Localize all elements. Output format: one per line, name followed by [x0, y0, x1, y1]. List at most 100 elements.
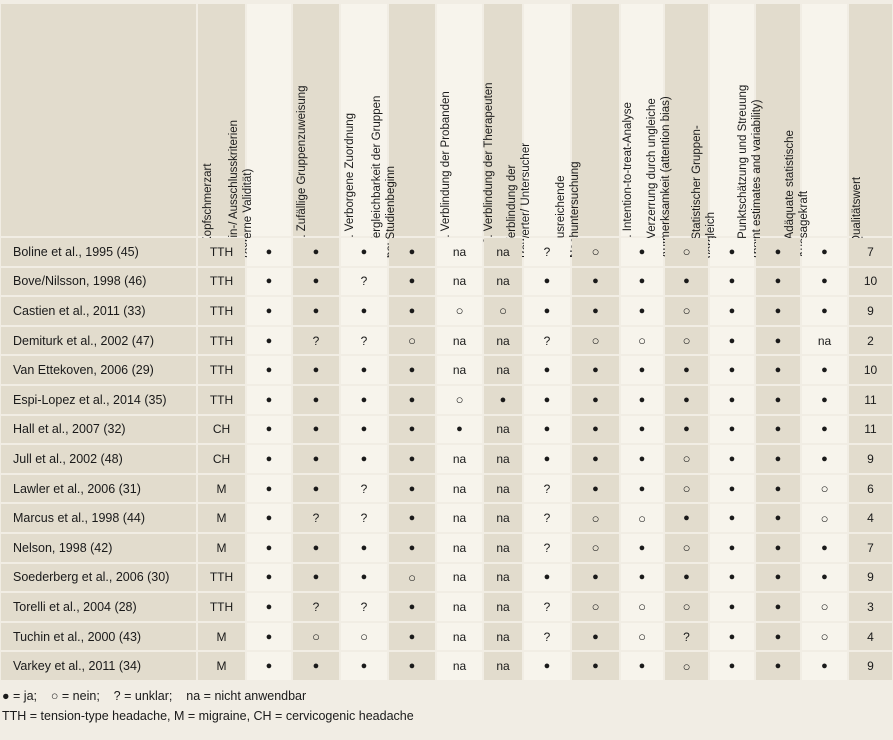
no-circle-cell: ○	[437, 386, 482, 414]
yes-dot-cell: ●	[572, 386, 619, 414]
study-name-cell: Jull et al., 2002 (48)	[1, 445, 196, 473]
unclear-cell: ?	[293, 504, 339, 532]
not-applicable-cell: na	[437, 267, 482, 296]
yes-dot-cell: ●	[293, 238, 339, 266]
yes-dot-cell: ●	[710, 445, 754, 473]
yes-dot-cell: ●	[621, 415, 663, 444]
yes-dot-cell: ●	[293, 386, 339, 414]
yes-dot-cell: ●	[621, 534, 663, 562]
unclear-cell: ?	[293, 593, 339, 621]
yes-dot-cell: ●	[756, 356, 800, 384]
column-header-label: 6. Verblindung der Therapeuten	[483, 82, 495, 244]
no-circle-cell: ○	[665, 593, 708, 621]
not-applicable-cell: na	[437, 474, 482, 503]
not-applicable-cell: na	[484, 593, 522, 621]
headache-type-cell: M	[198, 652, 245, 680]
yes-dot-cell: ●	[247, 474, 291, 503]
quality-score-cell: 9	[849, 297, 892, 325]
no-circle-cell: ○	[802, 474, 847, 503]
column-header-label: 2. Zufällige Gruppenzuweisung	[296, 85, 308, 244]
yes-dot-cell: ●	[710, 415, 754, 444]
unclear-cell: ?	[341, 593, 387, 621]
yes-dot-cell: ●	[802, 386, 847, 414]
yes-dot-cell: ●	[247, 504, 291, 532]
yes-dot-cell: ●	[524, 652, 570, 680]
study-name-cell: Hall et al., 2007 (32)	[1, 415, 196, 444]
yes-dot-cell: ●	[710, 534, 754, 562]
yes-dot-cell: ●	[572, 297, 619, 325]
quality-score-cell: 11	[849, 415, 892, 444]
yes-dot-cell: ●	[293, 445, 339, 473]
legend-symbols: ● = ja; ○ = nein; ? = unklar; na = nicht…	[2, 689, 307, 703]
headache-type-cell: M	[198, 504, 245, 532]
study-name-cell: Demiturk et al., 2002 (47)	[1, 326, 196, 355]
no-circle-cell: ○	[665, 297, 708, 325]
yes-dot-cell: ●	[665, 415, 708, 444]
yes-dot-cell: ●	[621, 297, 663, 325]
unclear-cell: ?	[524, 326, 570, 355]
yes-dot-cell: ●	[572, 445, 619, 473]
yes-dot-cell: ●	[572, 622, 619, 651]
yes-dot-cell: ●	[756, 534, 800, 562]
yes-dot-cell: ●	[524, 297, 570, 325]
quality-score-cell: 4	[849, 504, 892, 532]
yes-dot-cell: ●	[524, 563, 570, 592]
yes-dot-cell: ●	[293, 474, 339, 503]
no-circle-cell: ○	[802, 622, 847, 651]
yes-dot-cell: ●	[710, 504, 754, 532]
yes-dot-cell: ●	[389, 356, 435, 384]
no-circle-cell: ○	[572, 534, 619, 562]
yes-dot-cell: ●	[756, 563, 800, 592]
header-col-9: 8. Ausreichende Nachuntersuchung	[555, 4, 619, 258]
no-circle-cell: ○	[665, 652, 708, 680]
quality-score-cell: 11	[849, 386, 892, 414]
yes-dot-cell: ●	[756, 267, 800, 296]
yes-dot-cell: ●	[572, 563, 619, 592]
study-name-cell: Bove/Nilsson, 1998 (46)	[1, 267, 196, 296]
headache-type-cell: TTH	[198, 267, 245, 296]
yes-dot-cell: ●	[665, 563, 708, 592]
yes-dot-cell: ●	[572, 267, 619, 296]
column-header-label: 5. Verblindung der Probanden	[440, 91, 452, 244]
not-applicable-cell: na	[802, 326, 847, 355]
yes-dot-cell: ●	[710, 563, 754, 592]
header-col-10: 9. Intention-to-treat-Analyse	[621, 4, 663, 244]
column-header-label: 4. Vergleichbarkeit der Gruppen bei Stud…	[371, 95, 397, 258]
yes-dot-cell: ●	[341, 386, 387, 414]
unclear-cell: ?	[524, 238, 570, 266]
yes-dot-cell: ●	[710, 474, 754, 503]
yes-dot-cell: ●	[710, 356, 754, 384]
yes-dot-cell: ●	[389, 534, 435, 562]
no-circle-cell: ○	[293, 622, 339, 651]
yes-dot-cell: ●	[756, 386, 800, 414]
yes-dot-cell: ●	[572, 652, 619, 680]
headache-type-cell: TTH	[198, 297, 245, 325]
yes-dot-cell: ●	[621, 356, 663, 384]
yes-dot-cell: ●	[621, 386, 663, 414]
no-circle-cell: ○	[802, 504, 847, 532]
yes-dot-cell: ●	[341, 445, 387, 473]
header-col-13: 12. Punktschätzung und Streuung (point e…	[737, 4, 800, 258]
yes-dot-cell: ●	[756, 297, 800, 325]
not-applicable-cell: na	[484, 504, 522, 532]
yes-dot-cell: ●	[341, 356, 387, 384]
unclear-cell: ?	[524, 534, 570, 562]
yes-dot-cell: ●	[389, 652, 435, 680]
yes-dot-cell: ●	[341, 238, 387, 266]
yes-dot-cell: ●	[341, 563, 387, 592]
no-circle-cell: ○	[572, 593, 619, 621]
yes-dot-cell: ●	[247, 593, 291, 621]
no-circle-cell: ○	[621, 504, 663, 532]
study-name-cell: Nelson, 1998 (42)	[1, 534, 196, 562]
no-circle-cell: ○	[621, 326, 663, 355]
no-circle-cell: ○	[572, 504, 619, 532]
yes-dot-cell: ●	[524, 267, 570, 296]
yes-dot-cell: ●	[247, 534, 291, 562]
unclear-cell: ?	[293, 326, 339, 355]
yes-dot-cell: ●	[572, 356, 619, 384]
yes-dot-cell: ●	[247, 356, 291, 384]
yes-dot-cell: ●	[341, 652, 387, 680]
headache-type-cell: TTH	[198, 386, 245, 414]
yes-dot-cell: ●	[802, 652, 847, 680]
